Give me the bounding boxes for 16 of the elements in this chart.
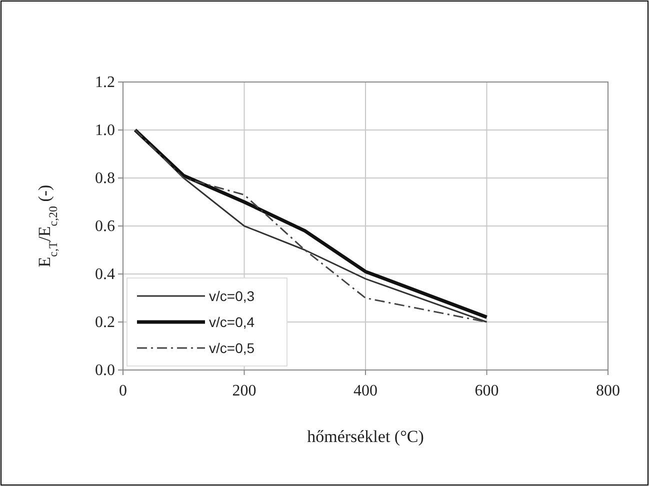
y-tick-label: 0.6: [95, 218, 115, 236]
x-tick-label: 0: [119, 382, 127, 400]
y-tick-label: 0.2: [95, 314, 115, 332]
y-tick-label: 1.2: [95, 74, 115, 92]
x-tick-label: 800: [596, 382, 620, 400]
legend-label: v/c=0,3: [209, 288, 255, 304]
x-tick-label: 200: [232, 382, 256, 400]
y-tick-label: 0.4: [95, 266, 115, 284]
x-axis-title: hőmérséklet (°C): [307, 427, 424, 446]
legend-label: v/c=0,4: [209, 314, 255, 330]
x-tick-label: 400: [354, 382, 378, 400]
y-tick-label: 0.8: [95, 170, 115, 188]
y-tick-label: 1.0: [95, 122, 115, 140]
x-tick-label: 600: [474, 382, 499, 400]
legend-label: v/c=0,5: [209, 340, 255, 356]
y-tick-label: 0.0: [95, 362, 115, 380]
